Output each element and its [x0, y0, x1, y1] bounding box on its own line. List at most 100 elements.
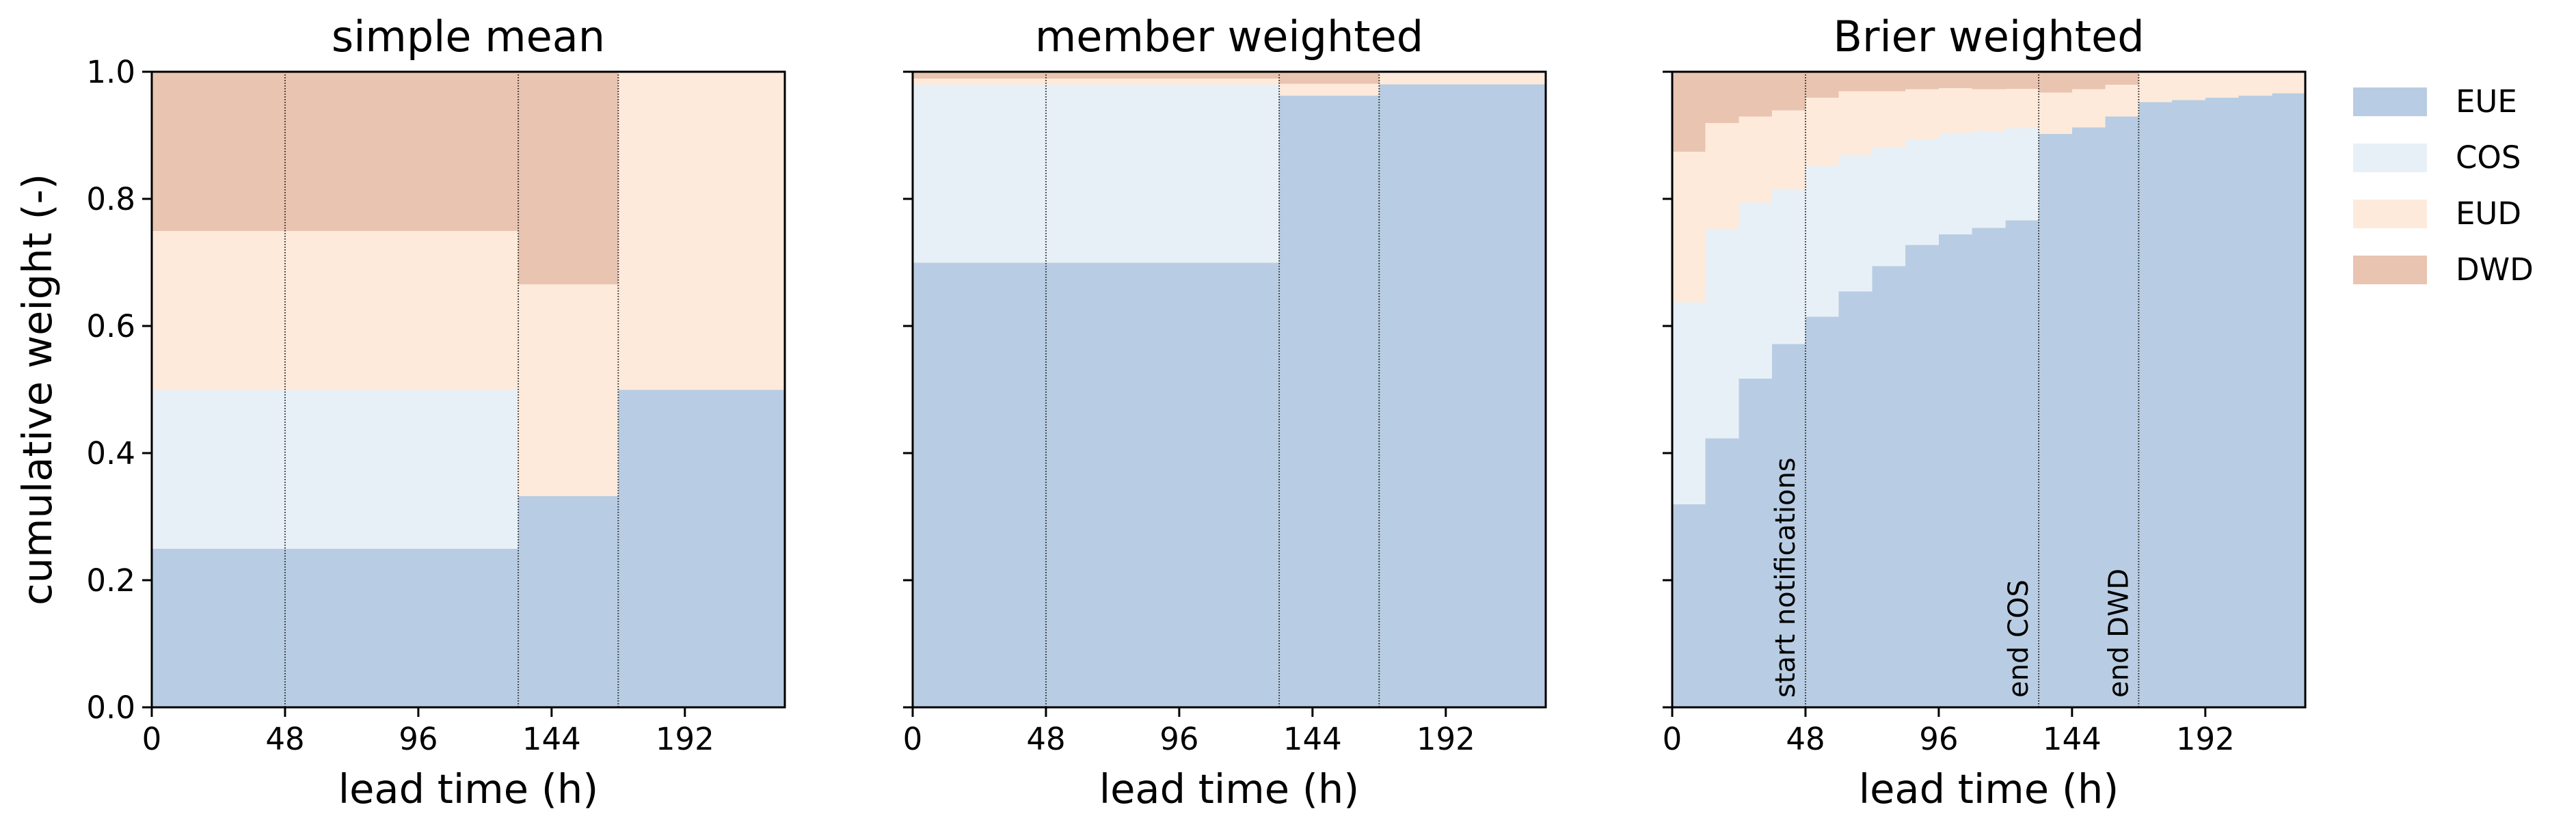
- legend-label-eud: EUD: [2456, 195, 2521, 232]
- x-tick-label: 0: [903, 721, 923, 757]
- area-segment-eud: [1739, 116, 1773, 203]
- area-segment-eue: [1672, 504, 1706, 708]
- area-segment-eud: [618, 72, 786, 390]
- area-segment-cos: [1772, 189, 1806, 344]
- annotation-label: end COS: [2003, 580, 2035, 698]
- legend-swatch-eue: [2353, 87, 2427, 116]
- y-tick-label: 0.8: [86, 181, 135, 217]
- area-segment-eue: [1972, 227, 2006, 708]
- area-segment-eue: [2039, 133, 2073, 708]
- area-segment-eud: [1279, 83, 1380, 96]
- area-segment-dwd: [913, 72, 1280, 79]
- area-segment-cos: [1672, 301, 1706, 504]
- legend-label-eue: EUE: [2456, 83, 2517, 120]
- area-segment-dwd: [2071, 72, 2106, 90]
- area-segment-dwd: [1705, 72, 1740, 123]
- area-segment-eud: [2071, 89, 2106, 128]
- area-segment-eud: [2138, 72, 2173, 103]
- y-tick-label: 0.6: [86, 308, 135, 344]
- area-segment-eud: [913, 78, 1280, 85]
- area-segment-dwd: [1672, 72, 1706, 152]
- area-segment-dwd: [1838, 72, 1873, 92]
- area-segment-cos: [1705, 229, 1740, 439]
- area-segment-eue: [1379, 83, 1546, 708]
- x-axis-label: lead time (h): [1099, 765, 1360, 813]
- area-segment-eud: [1772, 109, 1806, 190]
- area-segment-eue: [1905, 244, 1940, 708]
- y-tick-label: 1.0: [86, 54, 135, 90]
- axes-frame: [1671, 70, 2307, 709]
- area-segment-cos: [1938, 133, 1973, 234]
- x-tick-label: 0: [142, 721, 162, 757]
- area-segment-cos: [152, 390, 519, 549]
- x-tick-label: 0: [1663, 721, 1682, 757]
- x-tick-label: 144: [1283, 721, 1342, 757]
- area-segment-eue: [2105, 116, 2139, 708]
- legend-swatch-cos: [2353, 144, 2427, 172]
- x-tick-label: 192: [1417, 721, 1475, 757]
- chart-panels: simple mean 0 48 96 144 192 0.0 0.2 0.4 0.6 0.8 1.0…: [14, 12, 2307, 813]
- legend-swatch-dwd: [2353, 256, 2427, 284]
- legend-label-cos: COS: [2456, 139, 2521, 176]
- area-segment-eue: [1772, 344, 1806, 708]
- area-segment-eue: [1805, 316, 1840, 708]
- area-segment-dwd: [1872, 72, 1906, 92]
- area-segment-eud: [1805, 97, 1840, 167]
- area-segment-eud: [2172, 72, 2206, 100]
- area-segment-eue: [1705, 437, 1740, 708]
- area-segment-dwd: [1805, 72, 1840, 98]
- area-segment-eue: [2071, 126, 2106, 708]
- area-segment-dwd: [1905, 72, 1940, 90]
- x-tick-label: 48: [1026, 721, 1065, 757]
- area-segment-eud: [1972, 89, 2006, 132]
- legend: EUE COS EUD DWD: [2353, 83, 2534, 288]
- area-segment-cos: [1972, 131, 2006, 228]
- area-segment-eud: [152, 230, 519, 390]
- area-segment-eud: [2005, 88, 2039, 128]
- area-segment-eue: [618, 390, 786, 708]
- chart-panel-3: start notifications end COS end DWD Brier w…: [1663, 12, 2307, 813]
- area-segment-eud: [2205, 72, 2240, 98]
- area-segment-eue: [1838, 290, 1873, 708]
- chart-title: Brier weighted: [1833, 12, 2144, 62]
- area-segment-dwd: [1739, 72, 1773, 117]
- area-segment-eue: [2005, 219, 2039, 708]
- area-segment-dwd: [152, 72, 519, 232]
- legend-swatch-eud: [2353, 200, 2427, 228]
- area-segment-eud: [1672, 151, 1706, 303]
- area-segment-eud: [1379, 72, 1546, 85]
- area-segment-cos: [913, 84, 1280, 263]
- area-segment-eud: [1838, 90, 1873, 155]
- area-segment-cos: [1739, 202, 1773, 379]
- axes-frame: [911, 70, 1547, 709]
- annotation-label: start notifications: [1770, 457, 1801, 698]
- area-segment-eue: [152, 548, 519, 708]
- area-segment-cos: [1838, 154, 1873, 292]
- x-tick-label: 48: [265, 721, 304, 757]
- area-segment-dwd: [1279, 72, 1380, 84]
- area-segment-eud: [1905, 89, 1940, 139]
- chart-title: member weighted: [1035, 12, 1423, 62]
- area-segment-eue: [2272, 92, 2306, 708]
- x-axis-label: lead time (h): [1859, 765, 2119, 813]
- area-segment-eue: [2238, 95, 2272, 708]
- area-segment-dwd: [1972, 72, 2006, 90]
- area-segment-eue: [1872, 265, 1906, 708]
- area-segment-eue: [1739, 378, 1773, 708]
- area-segment-eue: [1279, 95, 1380, 708]
- area-segment-eud: [2272, 72, 2306, 94]
- annotation-label: end DWD: [2103, 569, 2134, 698]
- x-tick-label: 48: [1786, 721, 1825, 757]
- x-tick-label: 192: [2176, 721, 2235, 757]
- area-segment-eue: [2205, 97, 2240, 708]
- area-segment-dwd: [518, 72, 619, 285]
- y-axis-label: cumulative weight (-): [14, 174, 61, 605]
- area-segment-eud: [1872, 90, 1906, 148]
- area-segment-cos: [1805, 165, 1840, 317]
- area-segment-eue: [2172, 99, 2206, 708]
- y-tick-label: 0.2: [86, 562, 135, 599]
- area-segment-eue: [518, 495, 619, 708]
- area-segment-dwd: [2105, 72, 2139, 85]
- y-tick-label: 0.0: [86, 690, 135, 726]
- area-segment-cos: [1872, 146, 1906, 267]
